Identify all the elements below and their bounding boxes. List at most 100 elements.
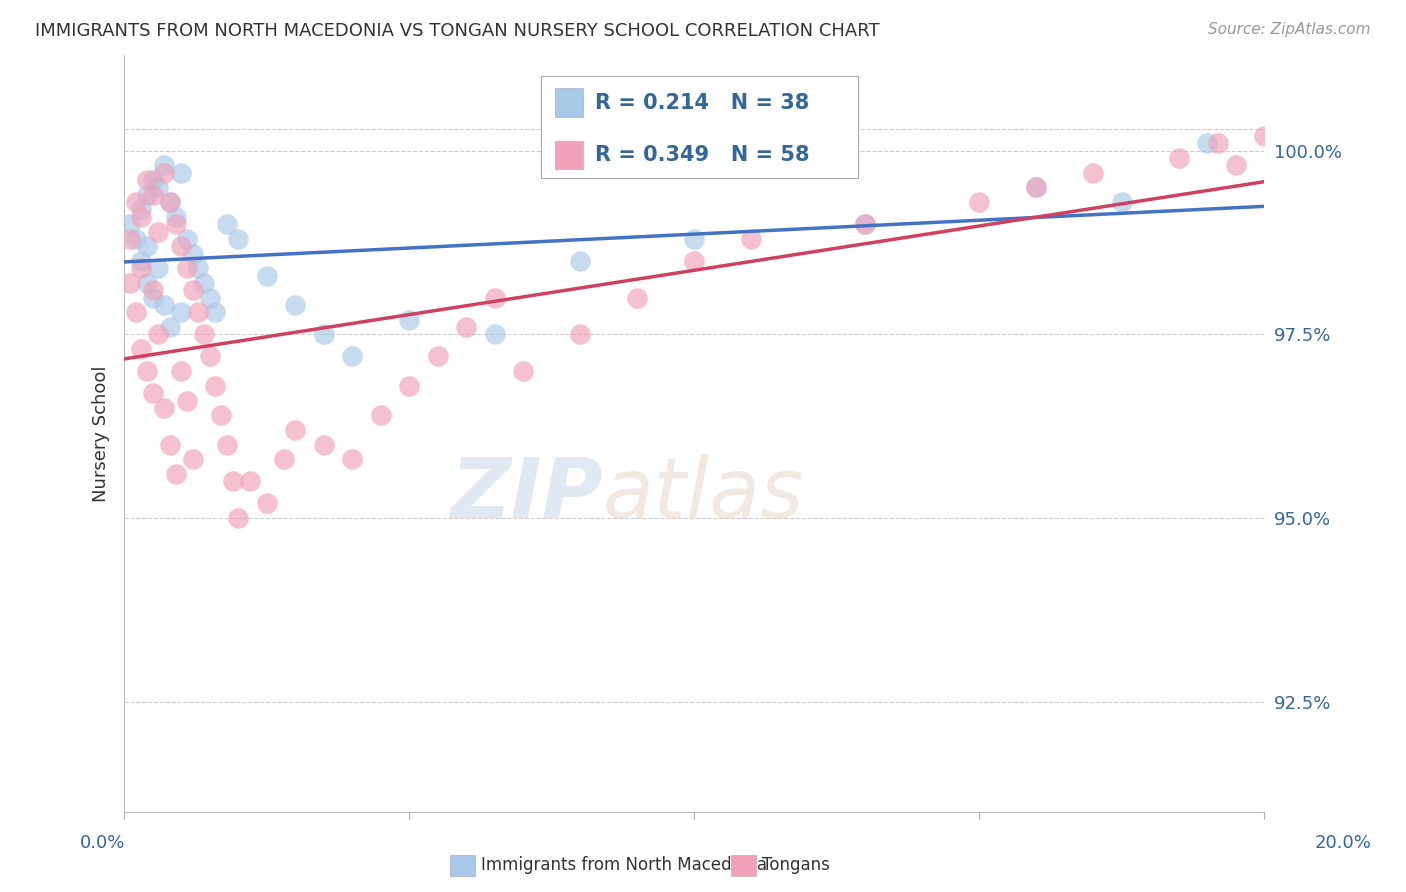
- Point: [626, 291, 648, 305]
- Text: atlas: atlas: [603, 454, 804, 534]
- Point: [1167, 151, 1189, 165]
- Point: [370, 409, 392, 423]
- Point: [1197, 136, 1219, 151]
- Point: [484, 291, 506, 305]
- Point: [209, 409, 232, 423]
- Text: ZIP: ZIP: [450, 454, 603, 534]
- Point: [165, 210, 187, 224]
- Point: [170, 305, 193, 319]
- Point: [204, 379, 226, 393]
- Point: [398, 312, 420, 326]
- Point: [131, 253, 153, 268]
- Point: [118, 217, 141, 231]
- Point: [176, 393, 198, 408]
- Y-axis label: Nursery School: Nursery School: [93, 366, 110, 502]
- Point: [273, 452, 295, 467]
- Point: [1225, 158, 1247, 172]
- Point: [181, 246, 204, 260]
- Point: [170, 364, 193, 378]
- Text: 20.0%: 20.0%: [1315, 834, 1371, 852]
- Point: [176, 232, 198, 246]
- Point: [142, 283, 165, 297]
- Point: [148, 327, 170, 342]
- Point: [124, 305, 146, 319]
- Point: [256, 496, 278, 510]
- Point: [198, 350, 221, 364]
- Point: [142, 291, 165, 305]
- Point: [148, 261, 170, 276]
- Text: Tongans: Tongans: [762, 856, 830, 874]
- Text: Immigrants from North Macedonia: Immigrants from North Macedonia: [481, 856, 766, 874]
- Point: [426, 350, 449, 364]
- Point: [967, 195, 990, 210]
- Point: [239, 475, 262, 489]
- Point: [193, 276, 215, 290]
- Text: 0.0%: 0.0%: [80, 834, 125, 852]
- Point: [187, 261, 209, 276]
- Point: [853, 217, 876, 231]
- Point: [740, 232, 762, 246]
- Point: [484, 327, 506, 342]
- Point: [136, 239, 159, 253]
- Point: [131, 210, 153, 224]
- Point: [221, 475, 243, 489]
- Point: [215, 437, 238, 451]
- Point: [181, 452, 204, 467]
- Point: [170, 166, 193, 180]
- Point: [284, 423, 307, 437]
- Point: [284, 298, 307, 312]
- Point: [512, 364, 534, 378]
- Text: IMMIGRANTS FROM NORTH MACEDONIA VS TONGAN NURSERY SCHOOL CORRELATION CHART: IMMIGRANTS FROM NORTH MACEDONIA VS TONGA…: [35, 22, 880, 40]
- Point: [148, 225, 170, 239]
- Point: [226, 232, 249, 246]
- Point: [136, 187, 159, 202]
- Point: [569, 253, 592, 268]
- Text: Source: ZipAtlas.com: Source: ZipAtlas.com: [1208, 22, 1371, 37]
- Point: [853, 217, 876, 231]
- Point: [683, 232, 706, 246]
- Point: [187, 305, 209, 319]
- Point: [142, 173, 165, 187]
- Point: [165, 217, 187, 231]
- Point: [159, 320, 181, 334]
- Point: [124, 195, 146, 210]
- Text: R = 0.349   N = 58: R = 0.349 N = 58: [595, 145, 810, 165]
- Point: [398, 379, 420, 393]
- Point: [340, 452, 363, 467]
- Point: [159, 195, 181, 210]
- Point: [204, 305, 226, 319]
- Point: [1208, 136, 1230, 151]
- Text: R = 0.214   N = 38: R = 0.214 N = 38: [595, 93, 808, 112]
- Point: [215, 217, 238, 231]
- Point: [176, 261, 198, 276]
- Point: [159, 437, 181, 451]
- Point: [170, 239, 193, 253]
- Point: [569, 327, 592, 342]
- Point: [1025, 180, 1047, 194]
- Point: [198, 291, 221, 305]
- Point: [148, 180, 170, 194]
- Point: [340, 350, 363, 364]
- Point: [1253, 128, 1275, 143]
- Point: [159, 195, 181, 210]
- Point: [312, 437, 335, 451]
- Point: [136, 173, 159, 187]
- Point: [153, 298, 176, 312]
- Point: [136, 276, 159, 290]
- Point: [153, 401, 176, 415]
- Point: [1111, 195, 1133, 210]
- Point: [226, 511, 249, 525]
- Point: [136, 364, 159, 378]
- Point: [193, 327, 215, 342]
- Point: [131, 261, 153, 276]
- Point: [118, 232, 141, 246]
- Point: [124, 232, 146, 246]
- Point: [142, 187, 165, 202]
- Point: [142, 386, 165, 401]
- Point: [256, 268, 278, 283]
- Point: [131, 202, 153, 217]
- Point: [153, 158, 176, 172]
- Point: [118, 276, 141, 290]
- Point: [312, 327, 335, 342]
- Point: [456, 320, 478, 334]
